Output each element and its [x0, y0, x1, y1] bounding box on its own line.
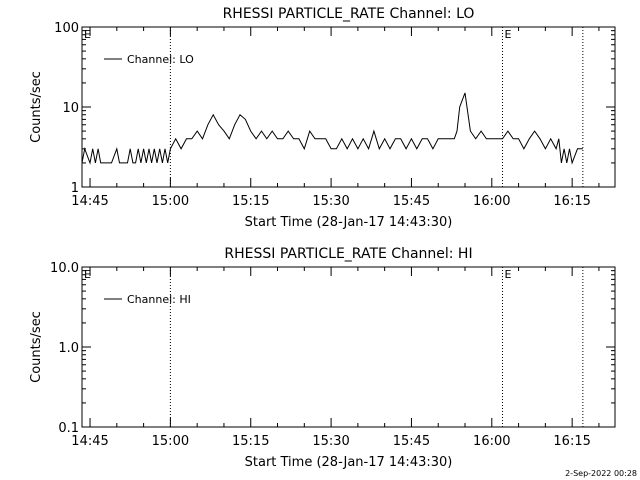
x-tick-label: 15:00 [152, 434, 189, 449]
y-tick-label: 1.0 [58, 341, 79, 356]
footer-timestamp: 2-Sep-2022 00:28 [565, 469, 637, 478]
chart-title: RHESSI PARTICLE_RATE Channel: LO [223, 6, 475, 22]
event-marker-e: E [84, 28, 91, 41]
y-axis-label: Counts/sec [29, 311, 44, 383]
y-axis-label: Counts/sec [29, 71, 44, 143]
event-marker-e: E [84, 268, 91, 281]
x-tick-label: 15:30 [312, 194, 349, 209]
legend-label: Channel: LO [127, 53, 194, 66]
x-axis-label: Start Time (28-Jan-17 14:43:30) [245, 215, 453, 230]
x-tick-label: 15:30 [312, 434, 349, 449]
x-axis-label: Start Time (28-Jan-17 14:43:30) [245, 455, 453, 470]
x-tick-label: 14:45 [71, 434, 108, 449]
x-tick-label: 16:15 [553, 194, 590, 209]
chart-title: RHESSI PARTICLE_RATE Channel: HI [224, 246, 472, 262]
x-tick-label: 16:15 [553, 434, 590, 449]
x-tick-label: 14:45 [71, 194, 108, 209]
x-tick-label: 15:00 [152, 194, 189, 209]
x-tick-label: 15:45 [393, 434, 430, 449]
x-tick-label: 16:00 [473, 194, 510, 209]
legend-label: Channel: HI [127, 293, 191, 306]
y-tick-label: 0.1 [58, 421, 79, 436]
event-marker-e: E [505, 268, 512, 281]
y-tick-label: 1 [71, 181, 79, 196]
y-tick-label: 10.0 [50, 261, 79, 276]
event-marker-e: E [505, 28, 512, 41]
plot-frame [81, 266, 616, 428]
x-tick-label: 15:15 [232, 194, 269, 209]
y-tick-label: 100 [54, 21, 79, 36]
x-tick-label: 16:00 [473, 434, 510, 449]
chart-panel-2: RHESSI PARTICLE_RATE Channel: HI 0.1 1.0 10… [29, 246, 616, 470]
y-tick-label: 10 [62, 101, 79, 116]
x-tick-label: 15:15 [232, 434, 269, 449]
x-tick-label: 15:45 [393, 194, 430, 209]
plot-frame [81, 26, 616, 188]
chart-panel-1: RHESSI PARTICLE_RATE Channel: LO 1 10 100 14… [29, 6, 616, 230]
series-line-lo [81, 92, 583, 165]
